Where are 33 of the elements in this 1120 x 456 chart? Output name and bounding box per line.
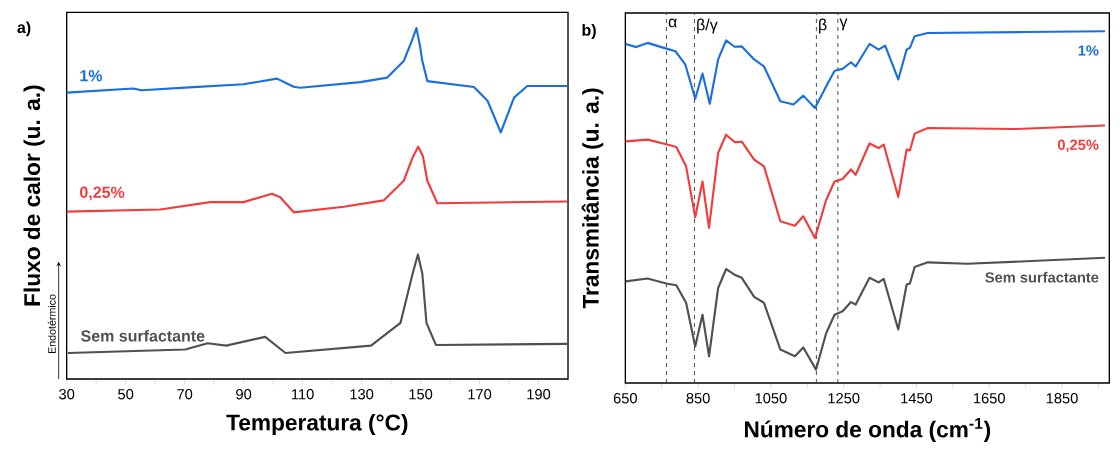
y-axis-title: Transmitância (u. a.) <box>581 88 604 309</box>
x-tick-label: 30 <box>59 389 75 400</box>
ref-line-label: β/γ <box>697 18 718 34</box>
ref-line-label: α <box>668 18 677 28</box>
x-tick-label: 190 <box>527 389 551 400</box>
x-tick-label: 150 <box>409 389 433 400</box>
series-label: Sem surfactante <box>81 329 205 342</box>
x-tick-label: 1650 <box>974 393 1005 404</box>
ref-line-label: β <box>819 18 827 34</box>
x-tick-label: 1850 <box>1046 393 1078 404</box>
x-tick-label: 1050 <box>755 393 787 404</box>
x-tick-label: 130 <box>350 389 374 400</box>
x-tick-label: 1250 <box>828 393 860 404</box>
x-tick-label: 110 <box>292 389 314 400</box>
text: Endotérmico <box>47 294 56 354</box>
chart-title: a) <box>17 21 31 37</box>
x-tick-label: 170 <box>468 389 492 400</box>
series-label: 0,25% <box>1057 139 1099 153</box>
x-tick-label: 1450 <box>901 393 933 404</box>
series-label: 1% <box>80 70 103 82</box>
x-tick-label: 650 <box>613 393 637 404</box>
series-label: 1% <box>1078 45 1099 56</box>
x-tick-label: 70 <box>177 389 193 400</box>
x-tick-label: 90 <box>236 389 252 400</box>
series-label: 0,25% <box>80 186 125 201</box>
y-axis-title: Fluxo de calor (u. a.) <box>23 85 45 306</box>
x-tick-label: 50 <box>118 389 134 400</box>
x-axis-title: Número de onda (cm$^{-1}$) <box>744 417 991 442</box>
series-label: Sem surfactante <box>985 271 1099 283</box>
ref-line-label: γ <box>839 18 848 31</box>
x-axis-title: Temperatura (°C) <box>226 413 408 436</box>
chart-title: b) <box>582 24 596 39</box>
x-tick-label: 850 <box>686 393 710 404</box>
